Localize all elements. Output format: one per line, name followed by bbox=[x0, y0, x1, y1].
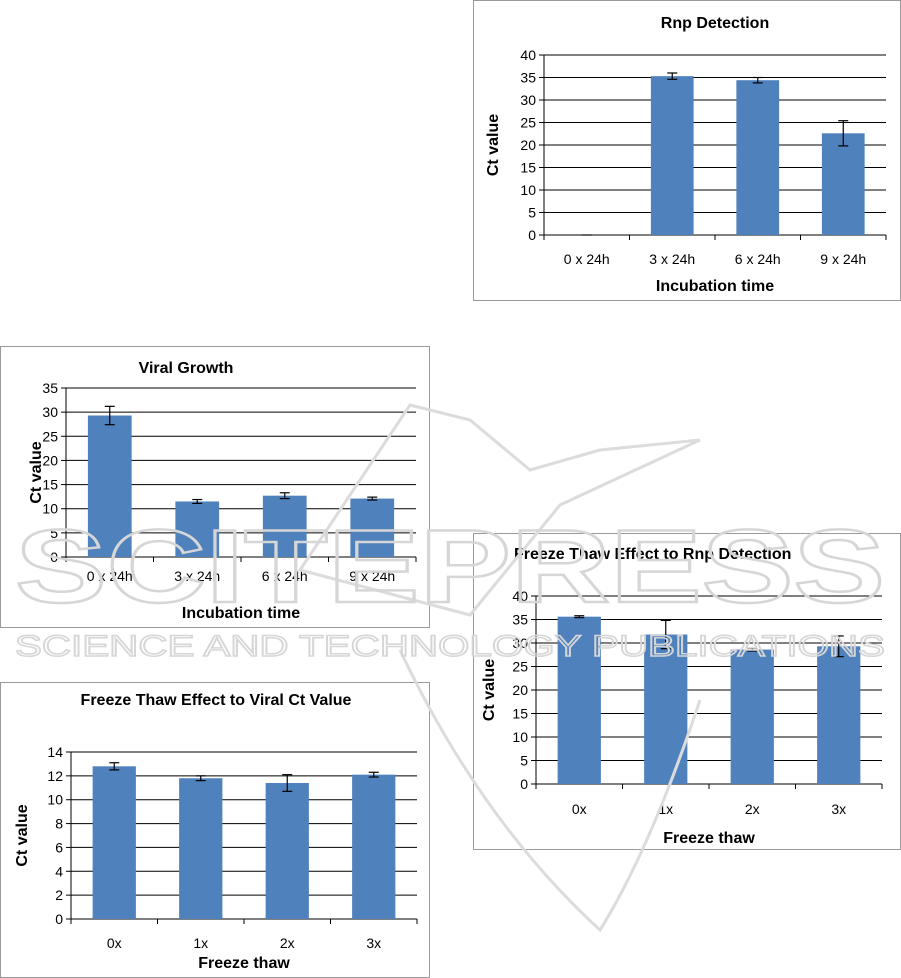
chart-title: Freeze Thaw Effect to Viral Ct Value bbox=[81, 692, 352, 709]
y-tick-label: 15 bbox=[520, 160, 536, 176]
x-tick-label: 2x bbox=[745, 801, 760, 817]
y-axis-label: Ct value bbox=[14, 804, 31, 866]
y-tick-label: 30 bbox=[512, 635, 528, 651]
y-tick-label: 35 bbox=[520, 70, 536, 86]
x-tick-label: 9 x 24h bbox=[349, 568, 395, 584]
x-tick-label: 2x bbox=[280, 935, 295, 951]
y-tick-label: 25 bbox=[520, 115, 536, 131]
chart-viral-growth: Viral Growth 0 5 10 15 20 25 30 35 0 x 24h 3 x 24h… bbox=[0, 346, 430, 628]
bar bbox=[175, 501, 220, 557]
chart-title: Viral Growth bbox=[139, 360, 234, 377]
x-axis-label: Incubation time bbox=[656, 278, 774, 295]
bar bbox=[87, 415, 132, 557]
bar bbox=[650, 76, 694, 236]
x-axis-label: Freeze thaw bbox=[663, 830, 755, 847]
bar bbox=[817, 646, 861, 784]
y-tick-label: 30 bbox=[520, 92, 536, 108]
y-tick-label: 0 bbox=[528, 227, 536, 243]
bar bbox=[92, 766, 136, 919]
chart-rnp-detection: Rnp Detection 0 5 10 15 20 25 30 35 40 0 x 24h 3 x … bbox=[473, 0, 901, 301]
y-axis-label: Ct value bbox=[481, 659, 498, 721]
y-axis-label: Ct value bbox=[28, 441, 45, 503]
bar bbox=[821, 133, 865, 235]
y-tick-label: 25 bbox=[512, 659, 528, 675]
chart-title: Rnp Detection bbox=[661, 15, 769, 32]
y-tick-label: 10 bbox=[47, 792, 63, 808]
bar bbox=[352, 774, 396, 919]
x-tick-label: 6 x 24h bbox=[262, 568, 308, 584]
y-tick-label: 12 bbox=[47, 768, 63, 784]
x-axis-label: Freeze thaw bbox=[198, 955, 290, 972]
y-tick-label: 25 bbox=[42, 428, 58, 444]
chart-title: Freeze Thaw Effect to Rnp Detection bbox=[514, 546, 791, 563]
y-tick-label: 10 bbox=[520, 182, 536, 198]
y-tick-label: 15 bbox=[42, 477, 58, 493]
x-tick-label: 0x bbox=[107, 935, 122, 951]
bar bbox=[350, 498, 395, 557]
y-tick-label: 0 bbox=[50, 549, 58, 565]
bar bbox=[557, 616, 601, 784]
x-tick-label: 3 x 24h bbox=[649, 251, 695, 267]
chart-viral-growth-plot: Viral Growth 0 5 10 15 20 25 30 35 0 x 24h 3 x 24h… bbox=[28, 360, 417, 622]
y-tick-label: 8 bbox=[55, 816, 63, 832]
y-tick-label: 20 bbox=[512, 682, 528, 698]
y-tick-label: 5 bbox=[50, 525, 58, 541]
x-axis-label: Incubation time bbox=[182, 605, 300, 622]
y-tick-label: 10 bbox=[42, 501, 58, 517]
chart-freeze-thaw-viral-plot: Freeze Thaw Effect to Viral Ct Value 0 2 4 6… bbox=[14, 692, 418, 972]
x-tick-label: 1x bbox=[658, 801, 673, 817]
y-tick-label: 35 bbox=[42, 380, 58, 396]
y-tick-label: 5 bbox=[520, 753, 528, 769]
x-tick-label: 3x bbox=[831, 801, 846, 817]
x-tick-label: 6 x 24h bbox=[735, 251, 781, 267]
y-tick-label: 20 bbox=[520, 137, 536, 153]
chart-freeze-thaw-viral: Freeze Thaw Effect to Viral Ct Value 0 2 4 6… bbox=[0, 682, 430, 978]
bar bbox=[179, 778, 223, 919]
y-tick-label: 15 bbox=[512, 706, 528, 722]
x-tick-label: 0 x 24h bbox=[564, 251, 610, 267]
bar bbox=[262, 495, 307, 557]
y-tick-label: 4 bbox=[55, 863, 63, 879]
chart-freeze-thaw-rnp: Freeze Thaw Effect to Rnp Detection 0 5 10 1… bbox=[473, 533, 901, 850]
bar bbox=[730, 649, 774, 784]
bar bbox=[644, 634, 688, 784]
y-axis-label: Ct value bbox=[485, 114, 502, 176]
bar bbox=[736, 80, 780, 235]
y-tick-label: 40 bbox=[512, 588, 528, 604]
y-tick-label: 5 bbox=[528, 205, 536, 221]
y-tick-label: 6 bbox=[55, 839, 63, 855]
y-tick-label: 10 bbox=[512, 729, 528, 745]
bar bbox=[265, 783, 309, 919]
x-tick-label: 3 x 24h bbox=[174, 568, 220, 584]
y-tick-label: 0 bbox=[520, 776, 528, 792]
y-tick-label: 14 bbox=[47, 744, 63, 760]
chart-rnp-detection-plot: Rnp Detection 0 5 10 15 20 25 30 35 40 0 x 24h 3 x … bbox=[485, 15, 887, 295]
y-tick-label: 30 bbox=[42, 404, 58, 420]
x-tick-label: 3x bbox=[366, 935, 381, 951]
y-tick-label: 20 bbox=[42, 452, 58, 468]
x-tick-label: 9 x 24h bbox=[820, 251, 866, 267]
x-tick-label: 1x bbox=[193, 935, 208, 951]
y-tick-label: 35 bbox=[512, 612, 528, 628]
chart-freeze-thaw-rnp-plot: Freeze Thaw Effect to Rnp Detection 0 5 10 1… bbox=[481, 546, 883, 847]
x-tick-label: 0 x 24h bbox=[87, 568, 133, 584]
x-tick-label: 0x bbox=[572, 801, 587, 817]
y-tick-label: 40 bbox=[520, 47, 536, 63]
y-tick-label: 0 bbox=[55, 911, 63, 927]
y-tick-label: 2 bbox=[55, 887, 63, 903]
